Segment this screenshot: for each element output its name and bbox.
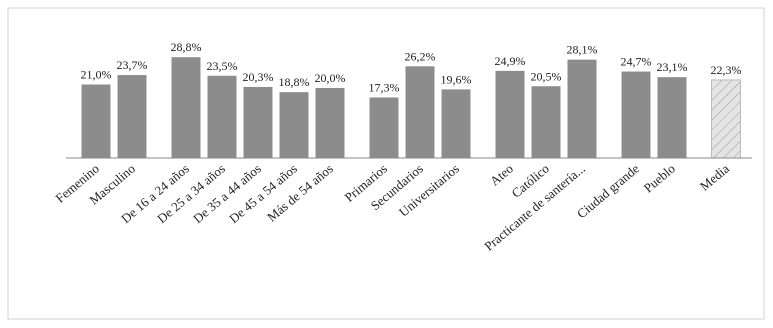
value-label: 20,5% xyxy=(531,69,562,83)
bar xyxy=(207,75,237,158)
bar xyxy=(405,66,435,158)
chart-frame xyxy=(7,7,765,320)
value-label: 23,5% xyxy=(207,59,238,73)
bar xyxy=(567,59,597,158)
value-label: 24,9% xyxy=(495,54,526,68)
bar xyxy=(531,86,561,158)
bar xyxy=(441,89,471,158)
bar xyxy=(621,71,651,158)
x-tick-label: Media xyxy=(697,161,732,194)
bar xyxy=(657,77,687,158)
value-label: 18,8% xyxy=(279,75,310,89)
value-label: 21,0% xyxy=(81,68,112,82)
bar xyxy=(495,70,525,158)
value-label: 19,6% xyxy=(441,72,472,86)
bar xyxy=(369,97,399,158)
bar xyxy=(117,75,147,158)
value-label: 20,3% xyxy=(243,70,274,84)
x-tick-label: Pueblo xyxy=(641,161,678,196)
bar xyxy=(243,86,273,158)
value-label: 22,3% xyxy=(711,63,742,77)
x-tick-label: Ateo xyxy=(487,161,516,189)
bar xyxy=(171,57,201,159)
value-label: 17,3% xyxy=(369,80,400,94)
bar xyxy=(279,92,309,158)
value-label: 24,7% xyxy=(621,55,652,69)
value-label: 28,1% xyxy=(567,43,598,57)
value-label: 23,7% xyxy=(117,58,148,72)
bar xyxy=(711,79,741,159)
value-label: 23,1% xyxy=(657,60,688,74)
bar xyxy=(315,88,345,158)
value-label: 26,2% xyxy=(405,49,436,63)
value-label: 20,0% xyxy=(315,71,346,85)
bar xyxy=(81,84,111,158)
value-label: 28,8% xyxy=(171,40,202,54)
